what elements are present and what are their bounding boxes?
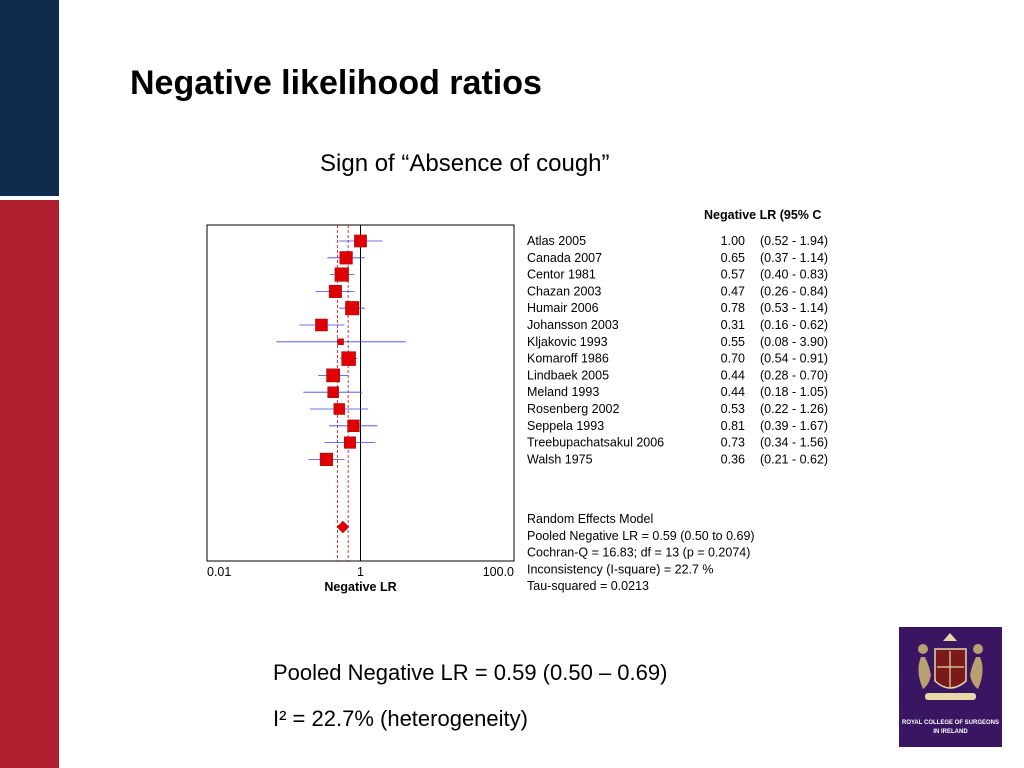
study-marker — [315, 318, 328, 332]
logo-text-2: IN IRELAND — [933, 729, 968, 735]
stats-line: Pooled Negative LR = 0.59 (0.50 to 0.69) — [527, 529, 755, 543]
study-marker — [341, 351, 356, 366]
study-lr-value: 0.55 — [721, 335, 745, 349]
college-logo: ROYAL COLLEGE OF SURGEONS IN IRELAND — [899, 627, 1002, 747]
study-name: Centor 1981 — [527, 268, 596, 282]
study-lr-value: 0.53 — [721, 402, 745, 416]
study-name: Canada 2007 — [527, 251, 602, 265]
navy-accent-bar — [0, 0, 59, 196]
study-lr-value: 0.36 — [721, 452, 745, 466]
logo-text-1: ROYAL COLLEGE OF SURGEONS — [901, 720, 999, 726]
study-name: Johansson 2003 — [527, 318, 619, 332]
study-marker — [337, 338, 344, 345]
stats-line: Cochran-Q = 16.83; df = 13 (p = 0.2074) — [527, 546, 750, 560]
stats-line: Tau-squared = 0.0213 — [527, 579, 649, 593]
pooled-diamond — [336, 520, 350, 534]
study-ci-value: (0.53 - 1.14) — [760, 301, 828, 315]
study-lr-value: 0.78 — [721, 301, 745, 315]
study-lr-value: 0.73 — [721, 436, 745, 450]
x-tick-label: 1 — [357, 565, 364, 579]
study-marker — [339, 251, 353, 265]
study-lr-value: 0.31 — [721, 318, 745, 332]
study-lr-value: 0.57 — [721, 268, 745, 282]
study-name: Meland 1993 — [527, 385, 599, 399]
study-marker — [326, 368, 340, 383]
study-lr-value: 0.81 — [721, 419, 745, 433]
study-marker — [327, 386, 339, 398]
study-ci-value: (0.26 - 0.84) — [760, 284, 828, 298]
study-lr-value: 0.44 — [721, 368, 745, 382]
pooled-summary-text: Pooled Negative LR = 0.59 (0.50 – 0.69) — [273, 660, 668, 685]
study-ci-value: (0.37 - 1.14) — [760, 251, 828, 265]
study-lr-value: 1.00 — [721, 234, 745, 248]
study-name: Kljakovic 1993 — [527, 335, 608, 349]
study-ci-value: (0.16 - 0.62) — [760, 318, 828, 332]
study-marker — [334, 267, 349, 282]
x-tick-label: 0.01 — [207, 565, 231, 579]
study-name: Komaroff 1986 — [527, 352, 609, 366]
study-lr-value: 0.47 — [721, 284, 745, 298]
slide-title: Negative likelihood ratios — [130, 64, 542, 102]
study-name: Walsh 1975 — [527, 452, 593, 466]
study-ci-value: (0.21 - 0.62) — [760, 452, 828, 466]
study-marker — [347, 419, 360, 432]
study-name: Rosenberg 2002 — [527, 402, 619, 416]
study-name: Humair 2006 — [527, 301, 599, 315]
study-ci-value: (0.34 - 1.56) — [760, 436, 828, 450]
study-name: Seppela 1993 — [527, 419, 604, 433]
study-name: Chazan 2003 — [527, 284, 601, 298]
study-marker — [343, 436, 357, 449]
study-marker — [354, 234, 367, 248]
table-header: Negative LR (95% C — [704, 208, 821, 222]
stats-line: Random Effects Model — [527, 512, 653, 526]
study-name: Lindbaek 2005 — [527, 368, 609, 382]
study-ci-value: (0.40 - 0.83) — [760, 268, 828, 282]
heterogeneity-text: I² = 22.7% (heterogeneity) — [273, 706, 528, 731]
crimson-accent-bar — [0, 200, 59, 768]
study-ci-value: (0.22 - 1.26) — [760, 402, 828, 416]
study-ci-value: (0.39 - 1.67) — [760, 419, 828, 433]
study-lr-value: 0.70 — [721, 352, 745, 366]
study-ci-value: (0.28 - 0.70) — [760, 368, 828, 382]
study-ci-value: (0.54 - 0.91) — [760, 352, 828, 366]
crest-icon — [918, 633, 983, 700]
study-lr-value: 0.65 — [721, 251, 745, 265]
study-name: Treebupachatsakul 2006 — [527, 436, 664, 450]
stats-line: Inconsistency (I-square) = 22.7 % — [527, 562, 714, 576]
study-marker — [333, 403, 346, 415]
study-ci-value: (0.18 - 1.05) — [760, 385, 828, 399]
x-tick-label: 100.0 — [483, 565, 514, 579]
study-marker — [319, 452, 334, 466]
study-name: Atlas 2005 — [527, 234, 586, 248]
study-marker — [345, 301, 360, 316]
slide-subtitle: Sign of “Absence of cough” — [320, 150, 610, 177]
x-axis-label: Negative LR — [324, 580, 396, 594]
study-ci-value: (0.08 - 3.90) — [760, 335, 828, 349]
study-marker — [328, 284, 342, 298]
study-lr-value: 0.44 — [721, 385, 745, 399]
study-ci-value: (0.52 - 1.94) — [760, 234, 828, 248]
